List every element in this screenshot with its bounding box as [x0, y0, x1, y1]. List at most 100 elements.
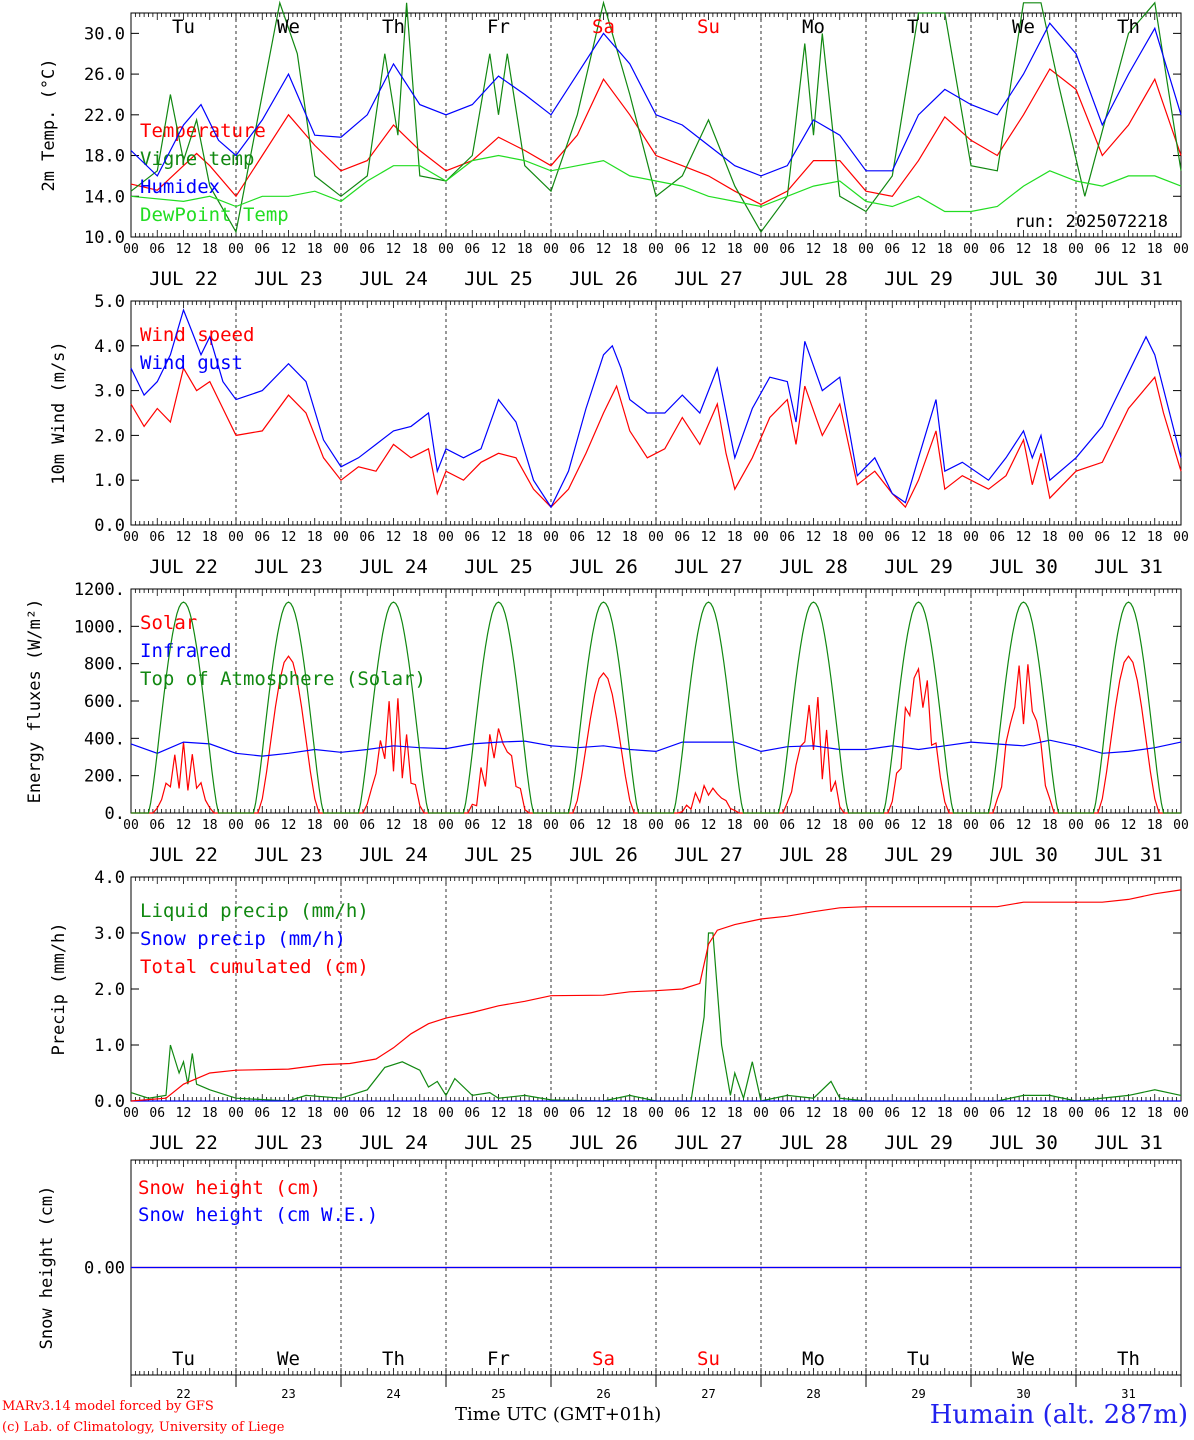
- energy-hour-label: 06: [989, 818, 1005, 833]
- energy-hour-label: 12: [701, 818, 717, 833]
- wind-hour-label: 12: [701, 530, 717, 545]
- temp-hour-label: 18: [1147, 242, 1163, 257]
- wind-hour-label: 18: [1147, 530, 1163, 545]
- wind-date-label: JUL 31: [1094, 556, 1163, 578]
- energy-date-label: JUL 24: [359, 844, 428, 866]
- wind-hour-label: 00: [963, 530, 979, 545]
- precip-hour-label: 00: [963, 1106, 979, 1121]
- temp-hour-label: 00: [543, 242, 559, 257]
- precip-hour-label: 18: [307, 1106, 323, 1121]
- energy-hour-label: 18: [727, 818, 743, 833]
- temp-date-label: JUL 25: [464, 268, 533, 290]
- precip-hour-label: 06: [149, 1106, 165, 1121]
- weekday-label-bottom: Sa: [592, 1348, 615, 1370]
- temp-hour-label: 06: [149, 242, 165, 257]
- precip-hour-label: 00: [753, 1106, 769, 1121]
- precip-hour-label: 18: [1147, 1106, 1163, 1121]
- panel-temp: 10.0 14.0 18.0 22.0 26.0 30.0 2m Temp. (°C) Tem…: [39, 0, 1189, 290]
- energy-hour-label: 12: [1016, 818, 1032, 833]
- precip-date-label: JUL 22: [149, 1132, 218, 1154]
- station-name: Humain (alt. 287m): [929, 1400, 1188, 1430]
- wind-series-line: [130, 308, 1182, 509]
- precip-hour-label: 12: [596, 1106, 612, 1121]
- energy-legend-entry: Top of Atmosphere (Solar): [140, 668, 426, 690]
- weekday-label-top: Su: [697, 16, 720, 38]
- energy-hour-label: 00: [543, 818, 559, 833]
- energy-y-tick-label: 600.: [84, 692, 125, 712]
- energy-hour-label: 12: [281, 818, 297, 833]
- time-axis-title: Time UTC (GMT+01h): [455, 1404, 662, 1425]
- weekday-label-bottom: Th: [382, 1348, 405, 1370]
- precip-hour-label: 06: [884, 1106, 900, 1121]
- weekday-label-bottom: Mo: [802, 1348, 825, 1370]
- energy-hour-label: 18: [1147, 818, 1163, 833]
- wind-hour-label: 06: [569, 530, 585, 545]
- snow-y-tick-label: 0.00: [84, 1259, 125, 1279]
- energy-y-tick-label: 1000.: [74, 617, 125, 637]
- precip-date-label: JUL 29: [884, 1132, 953, 1154]
- temp-hour-label: 18: [1042, 242, 1058, 257]
- precip-legend-entry: Liquid precip (mm/h): [140, 900, 369, 922]
- temp-hour-label: 00: [648, 242, 664, 257]
- precip-hour-label: 18: [517, 1106, 533, 1121]
- energy-hour-label: 00: [1068, 818, 1084, 833]
- temp-hour-label: 06: [464, 242, 480, 257]
- temp-hour-label: 06: [674, 242, 690, 257]
- temp-hour-label: 18: [517, 242, 533, 257]
- temp-series-line: [130, 22, 1182, 177]
- energy-date-label: JUL 30: [989, 844, 1058, 866]
- wind-date-label: JUL 27: [674, 556, 743, 578]
- energy-hour-label: 18: [832, 818, 848, 833]
- precip-hour-label: 12: [281, 1106, 297, 1121]
- precip-hour-label: 18: [727, 1106, 743, 1121]
- precip-hour-label: 06: [1094, 1106, 1110, 1121]
- energy-hour-label: 12: [491, 818, 507, 833]
- temp-y-tick-label: 26.0: [84, 65, 125, 85]
- energy-hour-label: 06: [779, 818, 795, 833]
- wind-hour-label: 12: [1016, 530, 1032, 545]
- precip-hour-label: 12: [176, 1106, 192, 1121]
- temp-hour-label: 00: [123, 242, 139, 257]
- wind-legend-entry: Wind gust: [140, 352, 243, 374]
- temp-legend-entry: Vigne temp: [140, 148, 254, 170]
- weekday-label-bottom: Th: [1117, 1348, 1140, 1370]
- wind-hour-label: 12: [176, 530, 192, 545]
- precip-hour-label: 00: [543, 1106, 559, 1121]
- temp-series-line: [130, 0, 1182, 234]
- wind-hour-label: 00: [753, 530, 769, 545]
- temp-date-label: JUL 23: [254, 268, 323, 290]
- wind-hour-label: 18: [727, 530, 743, 545]
- wind-hour-label: 06: [464, 530, 480, 545]
- precip-hour-label: 00: [858, 1106, 874, 1121]
- temp-hour-label: 00: [228, 242, 244, 257]
- energy-series-line: [131, 601, 1181, 814]
- weekday-label-top: Sa: [592, 16, 615, 38]
- energy-hour-label: 18: [307, 818, 323, 833]
- energy-hour-label: 06: [254, 818, 270, 833]
- precip-hour-label: 12: [911, 1106, 927, 1121]
- energy-y-tick-label: 0.: [105, 804, 125, 824]
- precip-hour-label: 00: [1068, 1106, 1084, 1121]
- wind-y-axis-label: 10m Wind (m/s): [49, 341, 69, 484]
- temp-y-tick-label: 14.0: [84, 187, 125, 207]
- energy-hour-label: 18: [517, 818, 533, 833]
- temp-hour-label: 00: [438, 242, 454, 257]
- energy-date-label: JUL 23: [254, 844, 323, 866]
- temp-legend-entry: DewPoint Temp: [140, 204, 289, 226]
- temp-hour-label: 00: [858, 242, 874, 257]
- energy-date-label: JUL 26: [569, 844, 638, 866]
- wind-date-label: JUL 24: [359, 556, 428, 578]
- temp-hour-label: 18: [202, 242, 218, 257]
- day-number-label: 26: [596, 1387, 610, 1401]
- temp-legend-entry: Temperature: [140, 120, 266, 142]
- wind-hour-label: 00: [648, 530, 664, 545]
- temp-date-label: JUL 27: [674, 268, 743, 290]
- precip-hour-label: 00: [1173, 1106, 1189, 1121]
- energy-y-tick-label: 800.: [84, 655, 125, 675]
- energy-hour-label: 12: [806, 818, 822, 833]
- temp-y-tick-label: 22.0: [84, 106, 125, 126]
- energy-hour-label: 00: [858, 818, 874, 833]
- precip-hour-label: 12: [1121, 1106, 1137, 1121]
- wind-hour-label: 06: [779, 530, 795, 545]
- weekday-label-top: Th: [1117, 16, 1140, 38]
